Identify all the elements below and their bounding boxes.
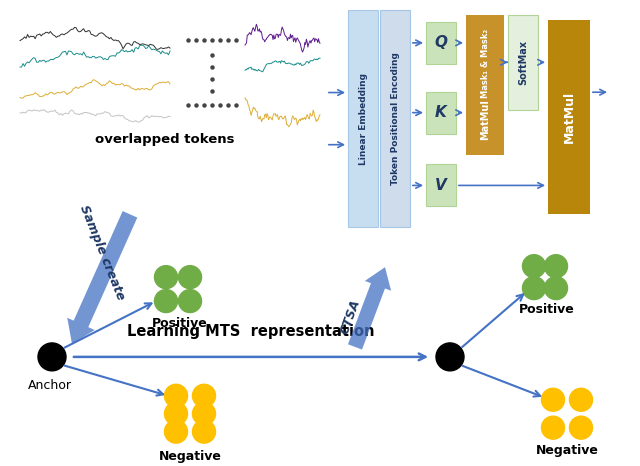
Text: Positive: Positive [519, 303, 575, 316]
Circle shape [193, 384, 216, 407]
Bar [508, 15, 538, 110]
Text: overlapped tokens: overlapped tokens [95, 133, 235, 145]
Text: MatMul: MatMul [563, 91, 575, 143]
Circle shape [164, 402, 188, 425]
Text: V: V [435, 178, 447, 193]
Circle shape [541, 416, 564, 439]
Polygon shape [348, 267, 391, 350]
Circle shape [570, 388, 593, 411]
Circle shape [164, 384, 188, 407]
Bar [426, 22, 456, 64]
Text: Anchor: Anchor [28, 379, 72, 392]
Circle shape [570, 416, 593, 439]
Text: SoftMax: SoftMax [518, 40, 528, 85]
Text: Sample create: Sample create [77, 203, 127, 302]
Circle shape [164, 420, 188, 443]
Text: Mask₁ & Mask₂: Mask₁ & Mask₂ [481, 29, 490, 98]
Polygon shape [67, 211, 138, 344]
Text: Q: Q [435, 35, 447, 50]
Circle shape [179, 266, 202, 288]
Circle shape [193, 420, 216, 443]
Text: Learning MTS  representation: Learning MTS representation [127, 324, 375, 339]
Circle shape [541, 388, 564, 411]
Text: K: K [435, 105, 447, 120]
Text: Negative: Negative [159, 450, 221, 463]
Text: Negative: Negative [536, 444, 598, 457]
Circle shape [193, 402, 216, 425]
Text: MatMul: MatMul [480, 99, 490, 140]
Text: Token Positional Encoding: Token Positional Encoding [390, 52, 399, 185]
Circle shape [545, 277, 568, 300]
Bar [426, 92, 456, 134]
Circle shape [545, 255, 568, 278]
Text: CTSA: CTSA [338, 298, 362, 336]
Text: Positive: Positive [152, 317, 208, 330]
Circle shape [179, 289, 202, 313]
Circle shape [38, 343, 66, 371]
Bar [426, 164, 456, 206]
Circle shape [522, 255, 545, 278]
Circle shape [522, 277, 545, 300]
Bar [548, 20, 590, 214]
Bar [348, 10, 378, 227]
Bar [380, 10, 410, 227]
Bar [466, 15, 504, 155]
Circle shape [154, 266, 177, 288]
Circle shape [436, 343, 464, 371]
Text: Linear Embedding: Linear Embedding [358, 73, 367, 164]
Circle shape [154, 289, 177, 313]
